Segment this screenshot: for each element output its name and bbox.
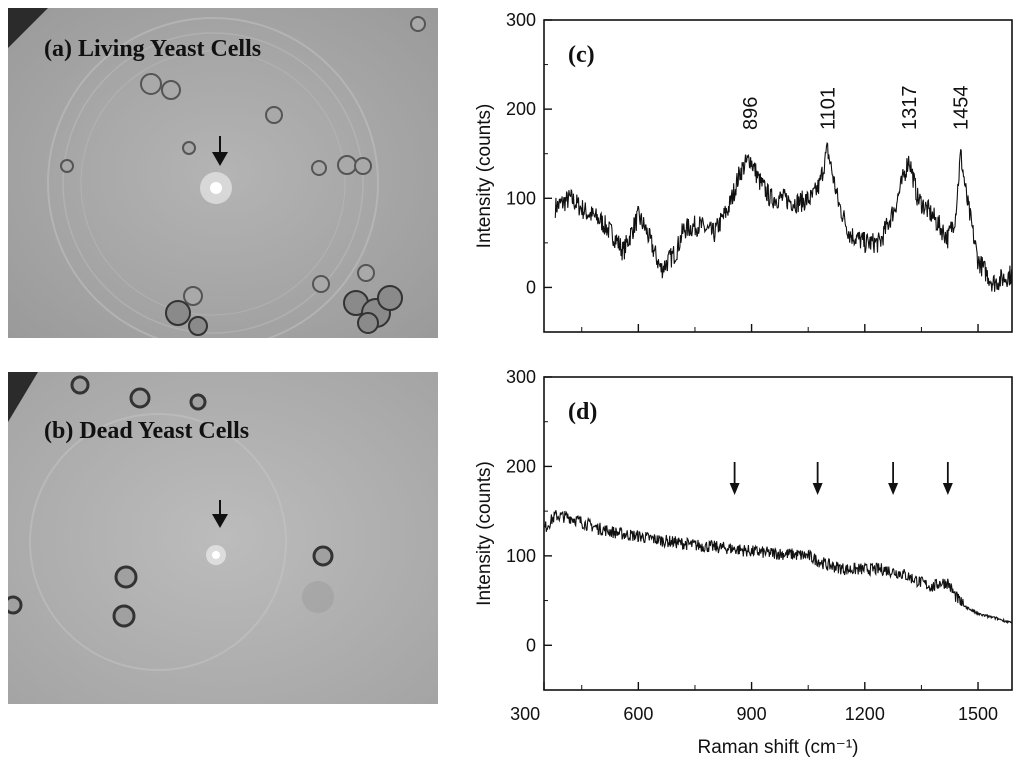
y-tick-label-d: 200 <box>506 456 536 476</box>
panel-label-c: (c) <box>568 42 595 68</box>
plot-frame-d <box>543 376 1013 691</box>
x-tick-label-d: 1500 <box>958 704 998 724</box>
peak-arrow-icon <box>729 462 740 495</box>
arrow-icon <box>212 500 228 528</box>
y-tick-label-c: 0 <box>526 277 536 297</box>
micrograph-label-a: (a) Living Yeast Cells <box>44 36 262 62</box>
spectrum-line-d <box>543 510 1013 625</box>
x-tick-label-d: 1200 <box>845 704 885 724</box>
arrow-icon <box>212 136 228 166</box>
y-axis-label-c: Intensity (counts) <box>474 104 495 249</box>
peak-label: 1317 <box>899 86 921 131</box>
y-tick-label-d: 100 <box>506 546 536 566</box>
y-axis-label-d: Intensity (counts) <box>474 461 495 606</box>
peak-label: 1101 <box>817 87 839 130</box>
plot-frame-c <box>543 19 1013 333</box>
y-tick-label-c: 300 <box>506 10 536 30</box>
peak-label: 896 <box>740 97 762 130</box>
panel-label-d: (d) <box>568 399 597 425</box>
x-tick-label-d: 600 <box>623 704 653 724</box>
micrograph-living-image <box>8 8 438 338</box>
spectrum-line-c <box>554 142 1013 292</box>
peak-arrow-icon <box>888 462 899 495</box>
micrograph-dead-image <box>8 372 438 704</box>
y-tick-label-c: 200 <box>506 99 536 119</box>
y-tick-label-d: 300 <box>506 367 536 387</box>
peak-arrow-icon <box>812 462 823 495</box>
micrograph-living-yeast: (a) Living Yeast Cells <box>8 8 438 338</box>
x-tick-label-d: 300 <box>510 704 540 724</box>
peak-label: 1454 <box>951 86 973 131</box>
micrograph-label-b: (b) Dead Yeast Cells <box>44 418 250 444</box>
y-tick-label-d: 0 <box>526 635 536 655</box>
x-axis-label-d: Raman shift (cm⁻¹) <box>698 737 859 758</box>
peak-arrow-icon <box>942 462 953 495</box>
y-tick-label-c: 100 <box>506 188 536 208</box>
micrograph-dead-yeast: (b) Dead Yeast Cells <box>8 372 438 704</box>
x-tick-label-d: 900 <box>737 704 767 724</box>
